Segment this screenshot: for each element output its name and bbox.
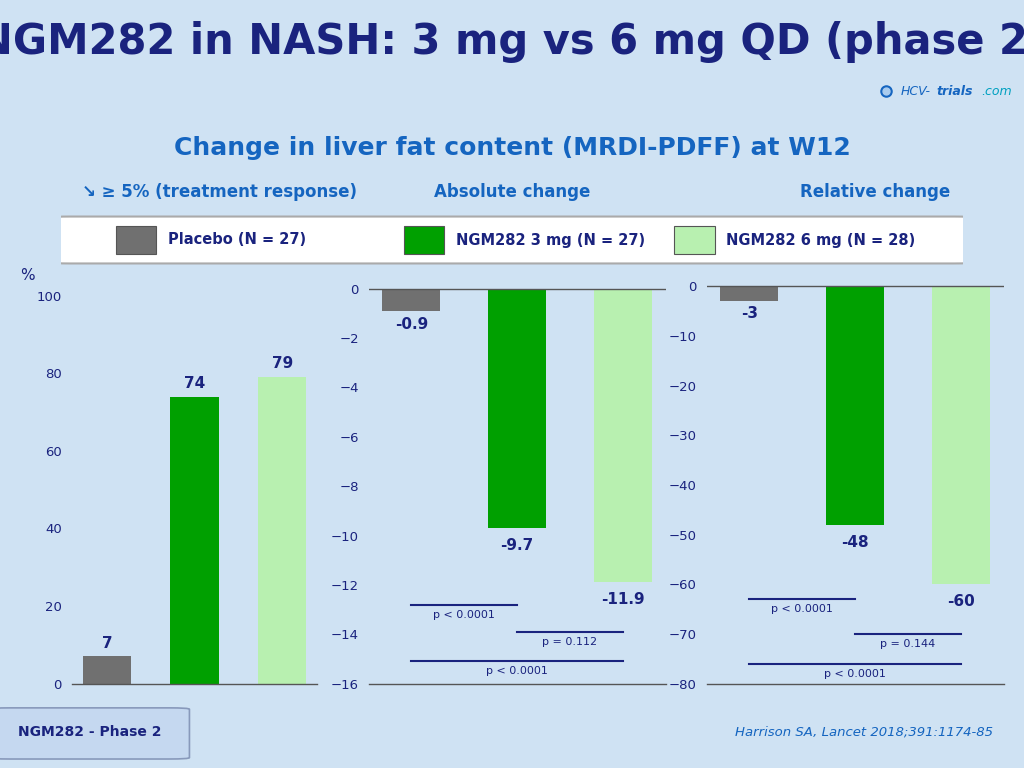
Text: Change in liver fat content (MRDI-PDFF) at W12: Change in liver fat content (MRDI-PDFF) … — [174, 136, 850, 160]
FancyBboxPatch shape — [52, 217, 972, 263]
Text: 7: 7 — [101, 636, 113, 650]
Text: -9.7: -9.7 — [501, 538, 534, 553]
Bar — [258, 377, 306, 684]
Bar — [674, 226, 715, 254]
Text: p < 0.0001: p < 0.0001 — [486, 667, 548, 677]
Text: Absolute change: Absolute change — [434, 183, 590, 201]
Text: p < 0.0001: p < 0.0001 — [771, 604, 834, 614]
Text: -60: -60 — [947, 594, 975, 609]
FancyBboxPatch shape — [0, 708, 189, 759]
Bar — [594, 289, 652, 582]
Text: Relative change: Relative change — [801, 183, 950, 201]
Text: Harrison SA, Lancet 2018;391:1174-85: Harrison SA, Lancet 2018;391:1174-85 — [735, 726, 993, 739]
Text: Placebo (N = 27): Placebo (N = 27) — [168, 233, 306, 247]
Text: -3: -3 — [740, 306, 758, 321]
Bar — [83, 657, 131, 684]
Bar — [826, 286, 884, 525]
Text: 74: 74 — [184, 376, 205, 391]
Text: NGM282 in NASH: 3 mg vs 6 mg QD (phase 2): NGM282 in NASH: 3 mg vs 6 mg QD (phase 2… — [0, 22, 1024, 63]
Text: p < 0.0001: p < 0.0001 — [433, 610, 496, 620]
Text: -11.9: -11.9 — [601, 592, 645, 607]
Text: 79: 79 — [271, 356, 293, 372]
Y-axis label: %: % — [20, 268, 35, 283]
Text: .com: .com — [981, 84, 1012, 98]
Text: p < 0.0001: p < 0.0001 — [824, 669, 886, 679]
Text: NGM282 6 mg (N = 28): NGM282 6 mg (N = 28) — [726, 233, 915, 247]
Bar — [116, 226, 156, 254]
Bar — [720, 286, 778, 301]
Bar — [488, 289, 546, 528]
Text: -48: -48 — [842, 535, 868, 550]
Text: p = 0.112: p = 0.112 — [543, 637, 598, 647]
Text: trials: trials — [937, 84, 974, 98]
Text: HCV-: HCV- — [901, 84, 931, 98]
Bar — [932, 286, 990, 584]
Text: NGM282 - Phase 2: NGM282 - Phase 2 — [18, 725, 162, 739]
Text: -0.9: -0.9 — [394, 317, 428, 333]
Text: ↘ ≥ 5% (treatment response): ↘ ≥ 5% (treatment response) — [82, 183, 357, 201]
Text: p = 0.144: p = 0.144 — [881, 639, 936, 649]
Text: NGM282 3 mg (N = 27): NGM282 3 mg (N = 27) — [456, 233, 645, 247]
Bar — [382, 289, 440, 311]
Bar — [170, 396, 219, 684]
Bar — [403, 226, 444, 254]
